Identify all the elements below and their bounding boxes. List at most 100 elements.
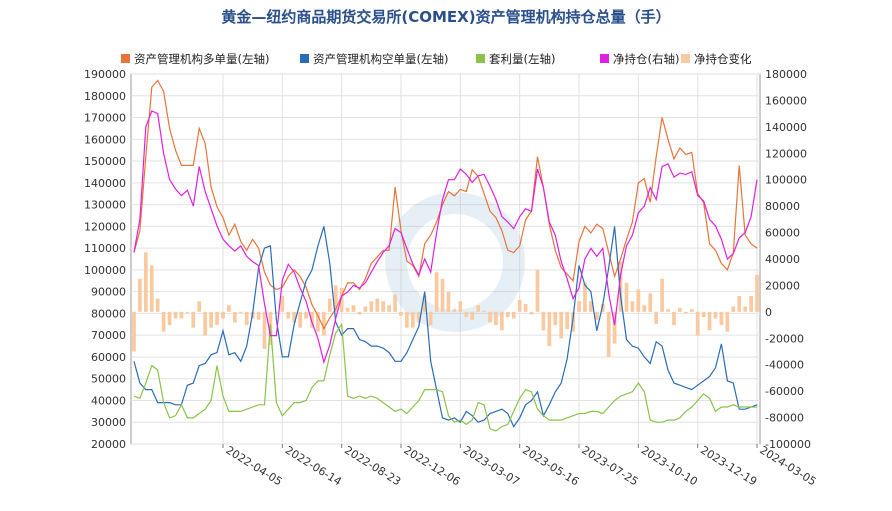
right-axis-tick-label: -20000 <box>765 332 804 345</box>
bar-net-change <box>179 311 184 319</box>
legend-label: 净持仓变化 <box>694 52 752 66</box>
legend-label: 资产管理机构空单量(左轴) <box>313 52 448 66</box>
series-line-3 <box>133 322 757 432</box>
legend-swatch <box>300 54 309 63</box>
bar-net-change <box>577 301 581 312</box>
bar-net-change <box>286 311 291 319</box>
left-axis-tick-label: 190000 <box>84 68 126 81</box>
bar-net-change <box>155 298 160 312</box>
series-line-1 <box>133 79 758 330</box>
bar-net-change <box>138 278 142 312</box>
x-axis-tick-label: 2022-04-05 <box>223 444 284 489</box>
bar-net-change <box>422 296 427 312</box>
left-axis-tick-label: 130000 <box>84 199 126 212</box>
bar-net-change <box>713 311 718 319</box>
x-axis-tick-label: 2023-10-10 <box>639 444 700 489</box>
left-axis-tick-label: 140000 <box>84 177 126 190</box>
x-axis-tick-label: 2023-05-16 <box>520 444 581 489</box>
bar-net-change <box>749 296 753 312</box>
bar-net-change <box>553 311 558 326</box>
grid <box>131 73 760 445</box>
bar-net-change <box>589 301 593 312</box>
left-axis-tick-label: 90000 <box>91 286 126 299</box>
right-axis-tick-label: -60000 <box>765 385 804 398</box>
bar-net-change <box>428 311 433 326</box>
bar-net-change <box>511 311 516 319</box>
chart-title: 黄金—纽约商品期货交易所(COMEX)资产管理机构持仓总量（手） <box>221 8 671 26</box>
bar-net-change <box>606 311 611 357</box>
bar-net-change <box>660 278 664 312</box>
left-axis-tick-label: 120000 <box>84 220 126 233</box>
bar-net-change <box>173 311 178 319</box>
bar-net-change <box>363 306 368 312</box>
bar-net-change <box>535 269 540 312</box>
bar-net-change <box>197 301 202 312</box>
bar-net-change <box>304 311 308 319</box>
bar-net-change <box>541 311 546 331</box>
watermark-circle <box>385 192 525 332</box>
left-axis-tick-label: 70000 <box>91 329 126 342</box>
right-axis-tick-label: 80000 <box>765 200 800 213</box>
legend-label: 套利量(左轴) <box>489 52 555 66</box>
bar-net-change <box>648 293 653 312</box>
bar-net-change <box>310 311 314 328</box>
left-axis-tick-label: 150000 <box>84 155 126 168</box>
bar-net-change <box>642 305 647 312</box>
right-axis-tick-label: 20000 <box>765 279 800 292</box>
legend-swatch <box>600 54 609 63</box>
left-axis-tick-label: 180000 <box>84 90 126 103</box>
bar-net-change <box>743 306 748 312</box>
bar-net-change <box>476 305 480 312</box>
right-axis-tick-label: 60000 <box>765 227 800 240</box>
bar-net-change <box>322 311 326 336</box>
bar-net-change <box>500 311 504 331</box>
left-axis-tick-label: 20000 <box>91 438 126 451</box>
bar-net-change <box>161 311 166 332</box>
bar-net-change <box>381 301 386 312</box>
bar-net-change <box>731 306 736 312</box>
legend-swatch <box>681 54 690 63</box>
bar-net-change <box>244 311 249 326</box>
bar-net-change <box>345 307 350 312</box>
bar-net-change <box>666 309 670 312</box>
bar-net-change <box>149 265 154 312</box>
left-axis-tick-label: 110000 <box>84 242 126 255</box>
bar-net-change <box>725 311 730 332</box>
bar-net-change <box>624 282 629 312</box>
left-axis-tick-label: 100000 <box>84 264 126 277</box>
bar-net-change <box>298 311 302 328</box>
right-axis-tick-label: 40000 <box>765 253 800 266</box>
right-axis-tick-label: 140000 <box>765 121 807 134</box>
bar-net-change <box>523 303 528 312</box>
bar-net-change <box>411 311 415 328</box>
bar-net-change <box>689 309 694 312</box>
bar-net-change <box>600 303 605 312</box>
bar-net-change <box>262 311 267 349</box>
bar-net-change <box>594 311 599 320</box>
bar-net-change <box>654 311 658 324</box>
series-net-change-bars <box>132 252 759 357</box>
bar-net-change <box>452 309 457 312</box>
bar-net-change <box>701 311 706 318</box>
bar-net-change <box>630 301 635 312</box>
bar-net-change <box>755 274 759 312</box>
bar-net-change <box>227 305 231 312</box>
x-axis-tick-label: 2022-06-14 <box>283 444 344 489</box>
left-axis-tick-label: 50000 <box>91 373 126 386</box>
bar-net-change <box>494 311 498 326</box>
bar-net-change <box>482 310 486 312</box>
bar-net-change <box>399 311 403 316</box>
right-axis: -100000 -80000 -60000 -40000 -20000 0 20000 400… <box>765 68 811 451</box>
bar-net-change <box>351 305 356 312</box>
bar-net-change <box>517 299 522 312</box>
left-axis-tick-label: 30000 <box>91 416 126 429</box>
right-axis-tick-label: 180000 <box>765 68 807 81</box>
x-axis-tick-label: 2022-12-06 <box>401 444 462 489</box>
plot-area <box>130 73 761 445</box>
bar-net-change <box>464 311 469 318</box>
bar-net-change <box>446 292 451 312</box>
bar-net-change <box>221 311 225 319</box>
bar-net-change <box>280 296 285 312</box>
bar-net-change <box>695 311 700 336</box>
